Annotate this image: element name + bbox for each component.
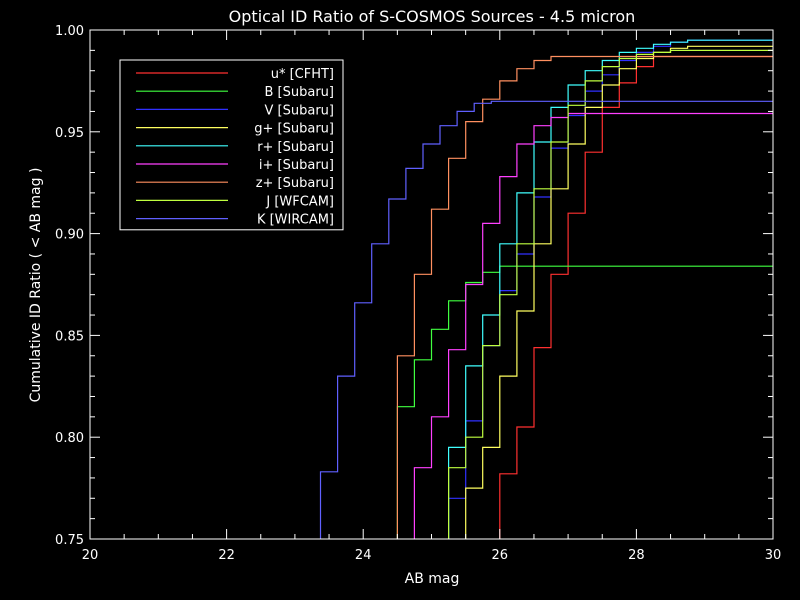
legend-label-1: B [Subaru] xyxy=(265,85,335,100)
legend-box xyxy=(119,59,344,231)
series-line-4 xyxy=(448,39,773,539)
series-line-5 xyxy=(413,112,773,539)
legend-label-3: g+ [Subaru] xyxy=(254,122,334,137)
legend-label-2: V [Subaru] xyxy=(265,103,334,118)
x-axis-label: AB mag xyxy=(405,571,460,587)
chart-title: Optical ID Ratio of S-COSMOS Sources - 4… xyxy=(229,7,636,26)
legend-label-7: J [WFCAM] xyxy=(265,194,334,209)
series-line-7 xyxy=(448,49,773,539)
axes: 20 22 24 26 28 30 0.75 0.80 0.85 0.90 0.95 1.00 xyxy=(55,24,781,563)
x-tick-label: 30 xyxy=(765,548,782,563)
series-line-2 xyxy=(448,39,773,539)
x-tick-label: 22 xyxy=(218,548,235,563)
series-group xyxy=(319,39,773,539)
y-tick-label: 0.85 xyxy=(55,329,84,344)
series-line-1 xyxy=(396,265,773,539)
legend-label-0: u* [CFHT] xyxy=(271,67,334,82)
y-tick-label: 0.95 xyxy=(55,126,84,141)
plot-area xyxy=(319,39,773,539)
x-tick-label: 24 xyxy=(355,548,372,563)
series-line-0 xyxy=(499,55,773,539)
legend-label-5: i+ [Subaru] xyxy=(259,158,334,173)
x-tick-label: 26 xyxy=(492,548,509,563)
series-line-3 xyxy=(465,45,773,539)
series-line-8 xyxy=(319,100,773,539)
x-tick-label: 28 xyxy=(628,548,645,563)
legend: u* [CFHT] B [Subaru] V [Subaru] g+ [Subaru]… xyxy=(119,59,344,231)
y-tick-label: 0.75 xyxy=(55,533,84,548)
y-tick-label: 0.80 xyxy=(55,431,84,446)
y-tick-label: 0.90 xyxy=(55,228,84,243)
legend-label-4: r+ [Subaru] xyxy=(257,140,334,155)
legend-label-6: z+ [Subaru] xyxy=(256,176,334,191)
y-axis-label: Cumulative ID Ratio ( < AB mag ) xyxy=(28,168,44,403)
series-line-6 xyxy=(396,55,773,539)
x-tick-label: 20 xyxy=(82,548,99,563)
legend-label-8: K [WIRCAM] xyxy=(257,213,334,228)
y-tick-label: 1.00 xyxy=(55,24,84,39)
